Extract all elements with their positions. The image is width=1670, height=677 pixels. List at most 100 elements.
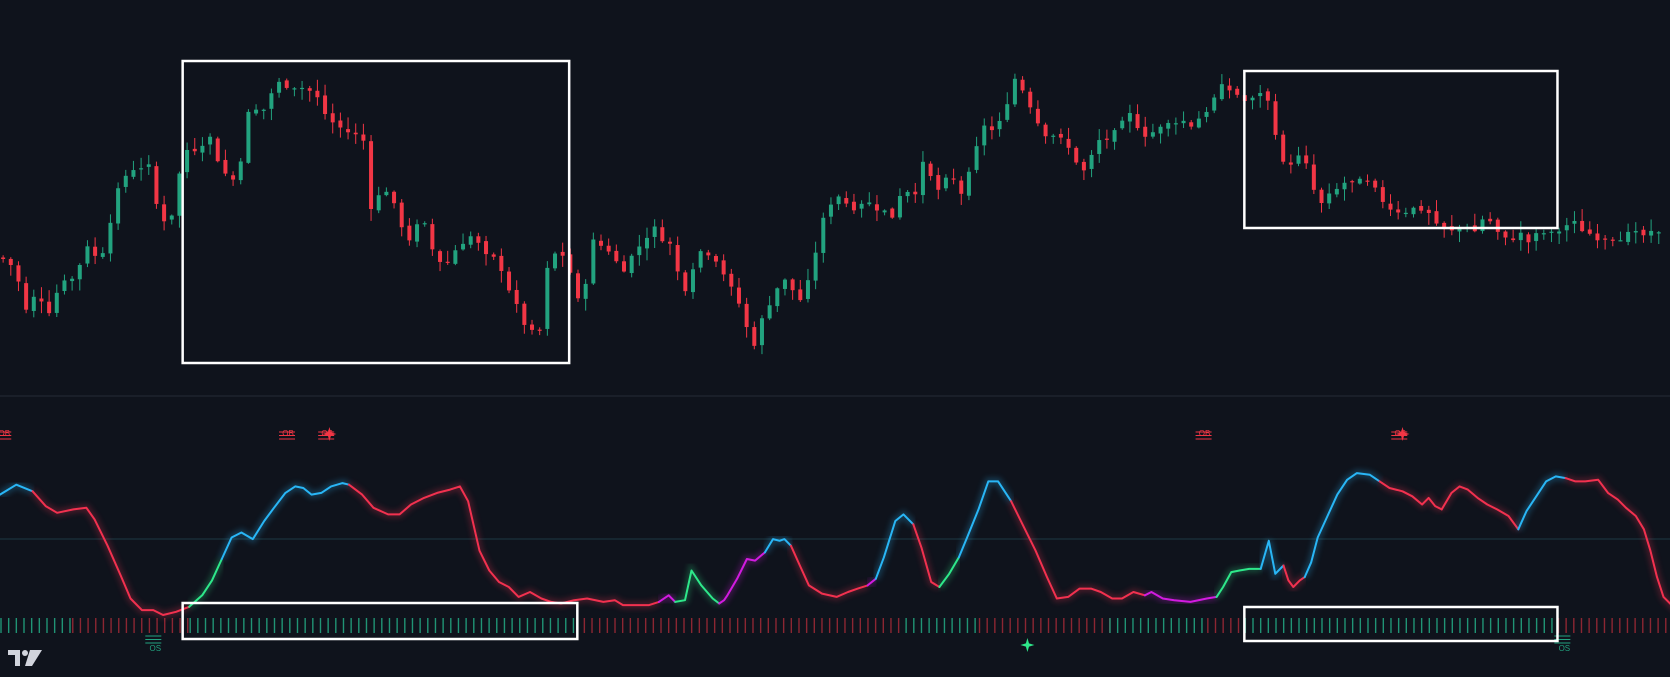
candle[interactable] (530, 319, 535, 335)
candle[interactable] (667, 237, 672, 256)
candle[interactable] (629, 253, 634, 278)
candle[interactable] (1572, 211, 1577, 234)
candle[interactable] (867, 192, 872, 207)
candle[interactable] (813, 241, 818, 290)
candle[interactable] (284, 78, 289, 90)
candle[interactable] (1127, 104, 1132, 133)
candle[interactable] (1564, 217, 1569, 242)
candle[interactable] (959, 176, 964, 205)
candle[interactable] (545, 261, 550, 336)
candle[interactable] (1, 255, 6, 263)
candle[interactable] (1357, 176, 1362, 185)
candle[interactable] (16, 261, 21, 292)
candle[interactable] (453, 245, 458, 266)
candle[interactable] (851, 193, 856, 215)
candle[interactable] (621, 255, 626, 273)
candle[interactable] (874, 195, 879, 222)
candle[interactable] (713, 253, 718, 268)
candle[interactable] (330, 103, 335, 134)
candle[interactable] (139, 157, 144, 181)
candle[interactable] (1250, 95, 1255, 110)
candle[interactable] (1327, 183, 1332, 209)
candle[interactable] (1388, 194, 1393, 217)
candle[interactable] (507, 267, 512, 294)
candle[interactable] (1288, 154, 1293, 174)
oscillator-line[interactable] (1259, 539, 1285, 575)
oscillator-line[interactable] (912, 523, 941, 588)
candle[interactable] (162, 195, 167, 231)
candle[interactable] (982, 118, 987, 156)
oscillator-line[interactable] (866, 577, 877, 587)
candle[interactable] (821, 212, 826, 263)
candle[interactable] (1281, 130, 1286, 165)
candle[interactable] (300, 80, 305, 100)
candle[interactable] (836, 194, 841, 211)
candle[interactable] (989, 116, 994, 140)
candle[interactable] (844, 191, 849, 208)
candle[interactable] (1434, 200, 1439, 226)
candle[interactable] (123, 169, 128, 193)
candle[interactable] (461, 233, 466, 251)
candle[interactable] (254, 104, 259, 116)
candle[interactable] (1135, 104, 1140, 131)
candle[interactable] (323, 84, 328, 120)
candle[interactable] (614, 244, 619, 264)
oscillator-line[interactable] (790, 544, 869, 598)
candle[interactable] (1526, 232, 1531, 254)
oscillator-line[interactable] (188, 558, 223, 608)
oscillator-line[interactable] (1143, 591, 1218, 603)
candle[interactable] (828, 197, 833, 225)
candle[interactable] (39, 287, 44, 314)
candle[interactable] (1342, 176, 1347, 201)
candle[interactable] (859, 200, 864, 218)
candle[interactable] (1058, 128, 1063, 145)
candle[interactable] (8, 257, 13, 276)
candle[interactable] (1380, 180, 1385, 209)
candle[interactable] (1043, 122, 1048, 144)
candle[interactable] (185, 142, 190, 179)
candle[interactable] (353, 123, 358, 144)
oscillator-line[interactable] (220, 482, 350, 560)
candle[interactable] (514, 280, 519, 313)
candle[interactable] (698, 249, 703, 273)
candle[interactable] (1633, 222, 1638, 244)
candle[interactable] (1120, 116, 1125, 130)
candle[interactable] (1656, 231, 1661, 245)
candle[interactable] (24, 276, 29, 314)
candle[interactable] (1311, 154, 1316, 195)
candle[interactable] (399, 199, 404, 237)
candle[interactable] (85, 240, 90, 268)
candle[interactable] (1396, 201, 1401, 220)
candle[interactable] (905, 189, 910, 203)
candle[interactable] (721, 254, 726, 282)
candle[interactable] (606, 238, 611, 255)
oscillator-line[interactable] (1440, 485, 1520, 531)
oscillator-line[interactable] (0, 483, 34, 496)
candle[interactable] (177, 171, 182, 228)
candle[interactable] (736, 277, 741, 308)
candle[interactable] (1534, 227, 1539, 251)
candle[interactable] (1541, 229, 1546, 240)
candle[interactable] (200, 137, 205, 162)
candle[interactable] (277, 77, 282, 98)
candle[interactable] (154, 161, 159, 209)
candle[interactable] (1488, 212, 1493, 225)
candle[interactable] (1112, 128, 1117, 150)
candle[interactable] (637, 234, 642, 266)
candle[interactable] (1350, 179, 1355, 193)
candle[interactable] (392, 190, 397, 209)
candle[interactable] (1035, 100, 1040, 127)
candle[interactable] (1649, 219, 1654, 243)
candle[interactable] (1426, 205, 1431, 225)
candle[interactable] (683, 270, 688, 296)
oscillator-line[interactable] (657, 594, 677, 603)
candle[interactable] (744, 297, 749, 338)
candle[interactable] (47, 290, 52, 317)
candle[interactable] (1173, 117, 1178, 135)
candle[interactable] (1189, 120, 1194, 130)
candle[interactable] (1518, 221, 1523, 251)
candle[interactable] (422, 221, 427, 227)
candle[interactable] (62, 274, 67, 295)
candle[interactable] (93, 237, 98, 265)
oscillator-line[interactable] (674, 569, 721, 605)
